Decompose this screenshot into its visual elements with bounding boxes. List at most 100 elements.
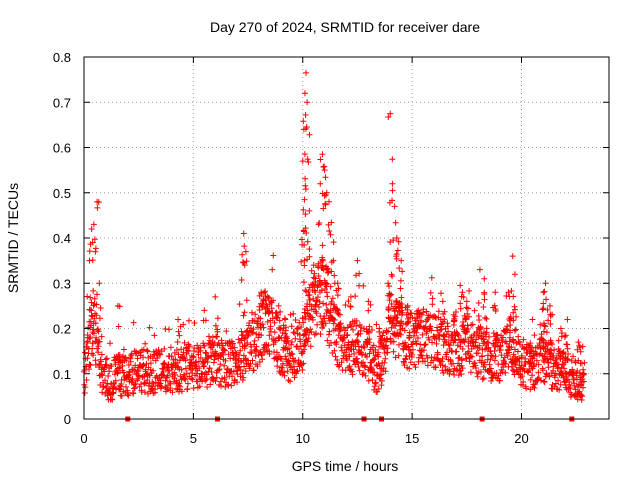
data-point [458, 371, 465, 378]
data-point [285, 357, 292, 364]
data-point [497, 343, 504, 350]
data-point [380, 329, 387, 336]
data-point [316, 219, 323, 226]
data-point [462, 336, 469, 343]
data-point [300, 118, 307, 125]
data-point [549, 341, 556, 348]
data-point [269, 315, 276, 322]
data-point [390, 338, 397, 345]
data-point [202, 349, 209, 356]
data-point [540, 320, 547, 327]
data-point [487, 365, 494, 372]
data-point [356, 367, 363, 374]
data-point [263, 305, 270, 312]
data-point [492, 289, 499, 296]
data-point [316, 278, 323, 285]
data-point [249, 309, 255, 316]
data-point [301, 196, 308, 203]
data-point [166, 367, 173, 374]
data-point [541, 328, 548, 335]
data-point [106, 340, 113, 347]
data-point [128, 352, 135, 359]
data-point [194, 342, 201, 349]
data-point [480, 304, 487, 311]
data-point [142, 340, 149, 347]
data-point [257, 300, 264, 307]
data-point [255, 334, 262, 341]
data-point [302, 287, 309, 294]
data-point [282, 353, 289, 360]
data-point [90, 221, 97, 228]
data-point [157, 351, 164, 358]
data-point [393, 235, 400, 241]
data-point [191, 344, 198, 351]
data-point [289, 351, 296, 358]
data-point [112, 377, 119, 384]
y-tick-label: 0.4 [53, 231, 71, 246]
data-point [311, 270, 318, 277]
data-point [306, 296, 313, 303]
data-point [317, 331, 324, 338]
data-point [232, 356, 239, 363]
data-point [498, 352, 505, 359]
data-point [552, 370, 559, 377]
data-point [396, 341, 402, 348]
data-point [579, 343, 586, 350]
data-point [154, 355, 161, 362]
data-point [325, 331, 332, 338]
data-point [125, 361, 132, 368]
data-point [356, 282, 363, 289]
data-point [315, 273, 322, 280]
data-point [463, 315, 470, 322]
data-point [558, 364, 565, 371]
data-point [579, 393, 586, 400]
data-point [562, 332, 569, 339]
data-point [462, 316, 469, 323]
data-point [557, 352, 564, 359]
data-point [172, 372, 179, 379]
data-point [555, 377, 562, 384]
data-point [277, 308, 284, 315]
data-point [456, 368, 463, 375]
data-point [377, 343, 384, 350]
data-point [299, 366, 306, 373]
data-point [125, 392, 132, 399]
data-point [150, 367, 157, 374]
data-point [515, 333, 522, 340]
data-point [580, 378, 587, 385]
data-point [333, 338, 340, 345]
data-point [385, 292, 392, 299]
data-point [320, 164, 327, 171]
data-point [293, 368, 300, 375]
data-point [529, 355, 536, 362]
data-point [362, 372, 369, 379]
data-point [560, 361, 567, 368]
data-point [474, 373, 481, 380]
data-point [353, 272, 360, 279]
data-point [330, 239, 337, 246]
data-point [421, 358, 428, 365]
data-point [222, 357, 229, 364]
data-point [417, 323, 424, 330]
data-point [481, 359, 488, 366]
data-point [225, 351, 232, 358]
y-tick-label: 0.3 [53, 276, 71, 291]
data-point [365, 307, 372, 314]
data-point [578, 373, 585, 380]
data-point [258, 324, 265, 331]
data-point [324, 265, 331, 272]
data-point [265, 342, 272, 349]
data-point [95, 349, 102, 356]
data-point [288, 350, 295, 357]
grid-lines [84, 57, 609, 419]
data-point [428, 327, 435, 334]
data-point [415, 307, 422, 314]
data-point [547, 321, 554, 328]
data-point [223, 328, 230, 335]
data-point [455, 355, 462, 362]
data-point [301, 151, 308, 158]
data-point [284, 346, 291, 353]
data-point [427, 289, 434, 296]
data-point [345, 298, 352, 305]
data-point [577, 344, 584, 351]
